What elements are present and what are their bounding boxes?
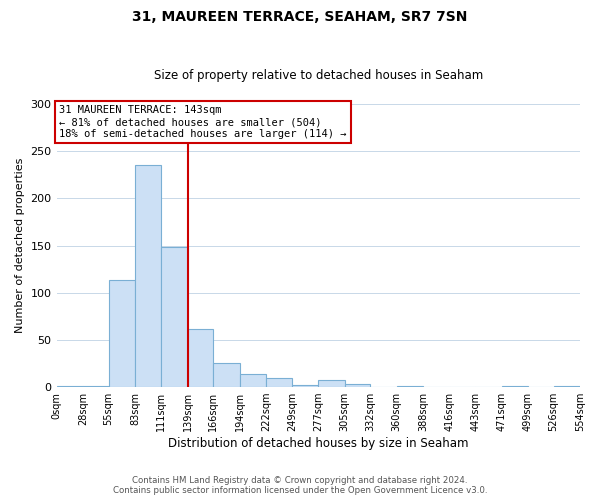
Bar bbox=[318, 380, 345, 387]
Bar bbox=[266, 378, 292, 387]
Title: Size of property relative to detached houses in Seaham: Size of property relative to detached ho… bbox=[154, 69, 483, 82]
Bar bbox=[56, 386, 83, 387]
Bar bbox=[109, 280, 135, 387]
Bar bbox=[397, 386, 423, 387]
Bar bbox=[161, 248, 188, 387]
Bar bbox=[135, 166, 161, 387]
Bar bbox=[554, 386, 580, 387]
Bar bbox=[83, 386, 109, 387]
Bar bbox=[345, 384, 370, 387]
Bar bbox=[214, 364, 240, 387]
Bar bbox=[292, 385, 318, 387]
X-axis label: Distribution of detached houses by size in Seaham: Distribution of detached houses by size … bbox=[168, 437, 469, 450]
Y-axis label: Number of detached properties: Number of detached properties bbox=[15, 158, 25, 333]
Text: 31 MAUREEN TERRACE: 143sqm
← 81% of detached houses are smaller (504)
18% of sem: 31 MAUREEN TERRACE: 143sqm ← 81% of deta… bbox=[59, 106, 347, 138]
Bar bbox=[188, 328, 214, 387]
Bar bbox=[240, 374, 266, 387]
Text: Contains HM Land Registry data © Crown copyright and database right 2024.
Contai: Contains HM Land Registry data © Crown c… bbox=[113, 476, 487, 495]
Text: 31, MAUREEN TERRACE, SEAHAM, SR7 7SN: 31, MAUREEN TERRACE, SEAHAM, SR7 7SN bbox=[133, 10, 467, 24]
Bar bbox=[502, 386, 528, 387]
